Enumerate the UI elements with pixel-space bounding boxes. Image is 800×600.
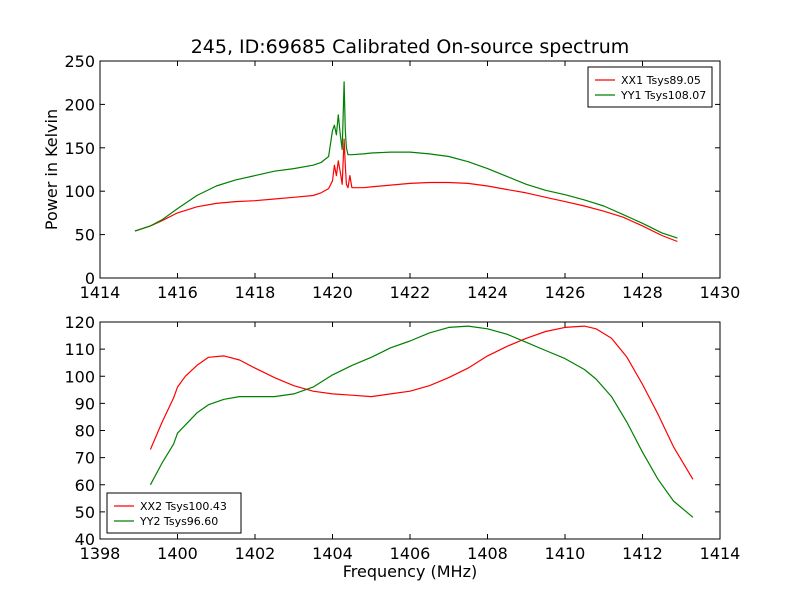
top-plot: 1414 1416 1418 1420 1422 1424 1426 1428 1430 0 50 1… (42, 52, 740, 302)
x-tick-label: 1410 (545, 544, 586, 563)
x-tick-label: 1404 (312, 544, 353, 563)
legend-label: XX2 Tsys100.43 (140, 500, 227, 513)
legend-label: YY2 Tsys96.60 (139, 515, 218, 528)
y-tick-label: 100 (64, 367, 95, 386)
x-tick-label: 1414 (700, 544, 741, 563)
y-tick-label: 90 (75, 394, 95, 413)
y-tick-label: 70 (75, 449, 95, 468)
y-tick-label: 80 (75, 422, 95, 441)
y-axis-title: Power in Kelvin (42, 109, 61, 230)
y-tick-label: 0 (85, 269, 95, 288)
x-tick-label: 1416 (157, 283, 198, 302)
y-tick-label: 250 (64, 52, 95, 71)
legend-label: XX1 Tsys89.05 (621, 74, 701, 87)
bottom-plot: 1398 1400 1402 1404 1406 1408 1410 1412 1414 40 50… (64, 313, 740, 581)
y-tick-label: 40 (75, 530, 95, 549)
y-tick-label: 110 (64, 340, 95, 359)
series-line-2-1 (149, 325, 694, 480)
x-tick-label: 1414 (80, 283, 121, 302)
x-tick-label: 1402 (235, 544, 276, 563)
y-tick-label: 60 (75, 476, 95, 495)
x-tick-label: 1398 (80, 544, 121, 563)
y-tick-label: 50 (75, 226, 95, 245)
legend: XX2 Tsys100.43 YY2 Tsys96.60 (106, 492, 242, 534)
x-tick-label: 1422 (390, 283, 431, 302)
y-tick-label: 100 (64, 182, 95, 201)
legend: XX1 Tsys89.05 YY1 Tsys108.07 (587, 66, 713, 108)
legend-label: YY1 Tsys108.07 (620, 89, 706, 102)
x-tick-label: 1418 (235, 283, 276, 302)
legend-box (106, 492, 242, 534)
series-line-2-2 (149, 325, 694, 518)
y-tick-label: 50 (75, 503, 95, 522)
series-line-1-2 (134, 81, 678, 239)
x-tick-label: 1424 (467, 283, 508, 302)
x-tick-label: 1408 (467, 544, 508, 563)
x-tick-label: 1400 (157, 544, 198, 563)
series-line-1-1 (134, 138, 678, 243)
x-axis-title: Frequency (MHz) (343, 562, 477, 581)
y-tick-label: 150 (64, 139, 95, 158)
figure-title: 245, ID:69685 Calibrated On-source spect… (191, 36, 630, 58)
y-tick-label: 200 (64, 95, 95, 114)
x-tick-label: 1428 (622, 283, 663, 302)
x-tick-label: 1430 (700, 283, 741, 302)
x-tick-label: 1406 (390, 544, 431, 563)
y-tick-label: 120 (64, 313, 95, 332)
x-tick-label: 1426 (545, 283, 586, 302)
x-tick-label: 1420 (312, 283, 353, 302)
x-tick-label: 1412 (622, 544, 663, 563)
legend-box (587, 66, 713, 108)
